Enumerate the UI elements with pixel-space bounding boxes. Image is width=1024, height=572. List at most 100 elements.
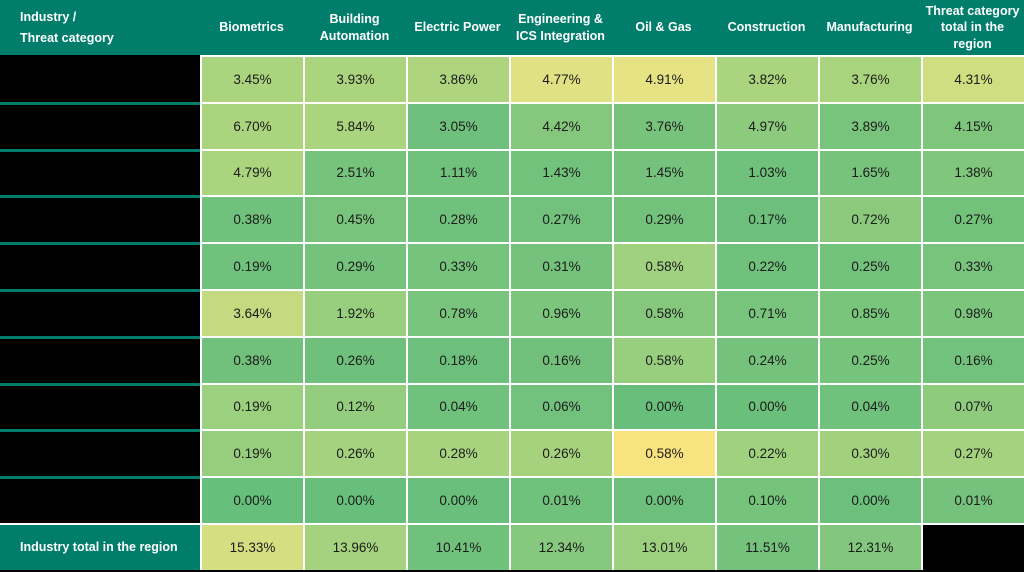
heatmap-cell: 4.97% [715, 101, 818, 149]
heatmap-cell: 0.26% [509, 429, 612, 477]
heatmap-cell: 4.77% [509, 55, 612, 102]
heatmap-cell: 1.45% [612, 148, 715, 196]
heatmap-cell: 0.28% [406, 429, 509, 477]
row-label-redacted [0, 55, 200, 102]
heatmap-cell: 3.45% [200, 55, 303, 102]
column-header-oil-gas: Oil & Gas [635, 20, 692, 35]
heatmap-cell: 0.58% [612, 335, 715, 383]
heatmap-cell: 0.26% [303, 335, 406, 383]
heatmap-cell: 3.64% [200, 288, 303, 336]
heatmap-cell: 0.25% [818, 242, 921, 289]
total-cell: 13.01% [612, 522, 715, 570]
row-label-redacted [0, 101, 200, 149]
total-cell: 12.34% [509, 522, 612, 570]
total-cell: 12.31% [818, 522, 921, 570]
row-label-redacted [0, 288, 200, 336]
heatmap-cell: 0.58% [612, 429, 715, 477]
heatmap-cell: 5.84% [303, 101, 406, 149]
column-header-threat-total: Threat category total in the region [925, 4, 1020, 51]
heatmap-cell: 3.93% [303, 55, 406, 102]
heatmap-cell: 0.04% [818, 382, 921, 430]
heatmap-cell: 0.22% [715, 429, 818, 477]
heatmap-cell: 4.42% [509, 101, 612, 149]
heatmap-cell: 0.22% [715, 242, 818, 289]
row-label-redacted [0, 429, 200, 477]
column-header-manufacturing: Manufacturing [826, 20, 913, 35]
row-label-redacted [0, 148, 200, 196]
heatmap-cell: 2.51% [303, 148, 406, 196]
total-cell-redacted [921, 522, 1024, 570]
row-label-redacted [0, 195, 200, 243]
heatmap-cell: 0.00% [612, 476, 715, 523]
heatmap-cell: 1.03% [715, 148, 818, 196]
heatmap-cell: 3.86% [406, 55, 509, 102]
heatmap-cell: 0.78% [406, 288, 509, 336]
heatmap-cell: 0.38% [200, 335, 303, 383]
heatmap-cell: 3.82% [715, 55, 818, 102]
heatmap-cell: 0.19% [200, 382, 303, 430]
heatmap-cell: 3.05% [406, 101, 509, 149]
total-cell: 13.96% [303, 522, 406, 570]
heatmap-cell: 0.38% [200, 195, 303, 243]
column-header-construction: Construction [727, 20, 806, 35]
heatmap-cell: 0.26% [303, 429, 406, 477]
heatmap-cell: 3.89% [818, 101, 921, 149]
heatmap-cell: 0.00% [612, 382, 715, 430]
heatmap-cell: 0.19% [200, 429, 303, 477]
heatmap-cell: 0.16% [509, 335, 612, 383]
heatmap-cell: 6.70% [200, 101, 303, 149]
heatmap-cell: 0.58% [612, 242, 715, 289]
corner-header-line2: Threat category [20, 30, 114, 45]
heatmap-cell: 0.29% [303, 242, 406, 289]
column-header-electric-power: Electric Power [414, 20, 501, 35]
heatmap-cell: 0.24% [715, 335, 818, 383]
row-label-redacted [0, 476, 200, 523]
heatmap-cell: 1.11% [406, 148, 509, 196]
heatmap-cell: 0.31% [509, 242, 612, 289]
column-header-building-automation: Building Automation [319, 12, 390, 43]
column-header-biometrics: Biometrics [219, 20, 284, 35]
heatmap-cell: 0.72% [818, 195, 921, 243]
corner-header: Industry / Threat category [0, 0, 200, 55]
heatmap-cell: 0.18% [406, 335, 509, 383]
heatmap-cell: 1.65% [818, 148, 921, 196]
heatmap-cell: 0.98% [921, 288, 1024, 336]
heatmap-cell: 0.06% [509, 382, 612, 430]
heatmap-cell: 0.58% [612, 288, 715, 336]
heatmap-cell: 0.28% [406, 195, 509, 243]
heatmap-cell: 0.00% [818, 476, 921, 523]
heatmap-cell: 0.00% [715, 382, 818, 430]
heatmap-cell: 0.00% [303, 476, 406, 523]
heatmap-cell: 0.25% [818, 335, 921, 383]
heatmap-cell: 0.33% [921, 242, 1024, 289]
total-row-label: Industry total in the region [0, 522, 200, 570]
total-cell: 15.33% [200, 522, 303, 570]
heatmap-cell: 0.04% [406, 382, 509, 430]
heatmap-cell: 0.16% [921, 335, 1024, 383]
row-label-redacted [0, 335, 200, 383]
heatmap-cell: 0.27% [509, 195, 612, 243]
heatmap-cell: 4.91% [612, 55, 715, 102]
heatmap-cell: 0.45% [303, 195, 406, 243]
heatmap-cell: 1.38% [921, 148, 1024, 196]
heatmap-cell: 0.07% [921, 382, 1024, 430]
heatmap-cell: 4.79% [200, 148, 303, 196]
heatmap-cell: 0.00% [406, 476, 509, 523]
table-body: 3.45% 3.93% 3.86% 4.77% 4.91% 3.82% 3.76% 4.31%… [0, 55, 1024, 570]
heatmap-cell: 0.10% [715, 476, 818, 523]
row-label-redacted [0, 382, 200, 430]
row-label-redacted [0, 242, 200, 289]
heatmap-cell: 0.33% [406, 242, 509, 289]
heatmap-cell: 1.43% [509, 148, 612, 196]
heatmap-cell: 0.19% [200, 242, 303, 289]
heatmap-cell: 0.96% [509, 288, 612, 336]
heatmap-cell: 0.00% [200, 476, 303, 523]
heatmap-cell: 3.76% [612, 101, 715, 149]
heatmap-cell: 4.15% [921, 101, 1024, 149]
heatmap-cell: 0.27% [921, 195, 1024, 243]
corner-header-line1: Industry / [20, 9, 77, 24]
table-header-row: Industry / Threat category Biometrics Bu… [0, 0, 1024, 55]
heatmap-cell: 0.01% [921, 476, 1024, 523]
